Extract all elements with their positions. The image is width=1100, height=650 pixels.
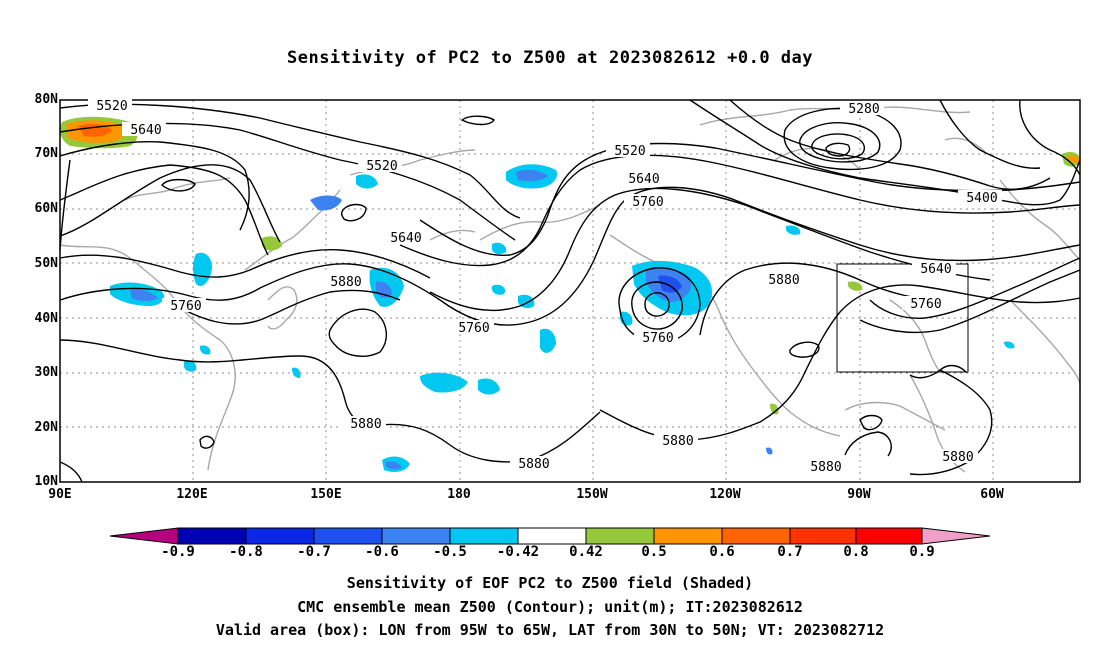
colorbar-segment (721, 527, 791, 545)
caption-contour: CMC ensemble mean Z500 (Contour); unit(m… (297, 598, 803, 616)
coastlines (59, 106, 1081, 473)
lat-label-40n: 40N (34, 311, 58, 326)
lat-label-20n: 20N (34, 420, 58, 435)
contour-label: 5640 (920, 262, 951, 277)
colorbar-segment (921, 527, 991, 545)
contour-label: 5760 (642, 331, 673, 346)
colorbar-segment (855, 527, 923, 545)
colorbar-label: -0.6 (365, 544, 399, 560)
contour-label: 5520 (614, 144, 645, 159)
lon-label-150e: 150E (310, 487, 342, 502)
lon-label-120w: 120W (709, 487, 741, 502)
contour-label: 5880 (768, 273, 799, 288)
colorbar-label: -0.7 (297, 544, 331, 560)
contour-label: 5880 (330, 275, 361, 290)
lat-label-60n: 60N (34, 201, 58, 216)
contour-label: 5640 (628, 172, 659, 187)
lon-label-180: 180 (447, 487, 471, 502)
contour-label: 5880 (942, 450, 973, 465)
colorbar-label: 0.7 (777, 544, 803, 560)
contour-label: 5280 (848, 102, 879, 117)
colorbar-segment (245, 527, 315, 545)
contour-label: 5400 (966, 191, 997, 206)
colorbar-segment (449, 527, 519, 545)
colorbar-segment (109, 527, 179, 545)
caption-valid-area: Valid area (box): LON from 95W to 65W, L… (215, 621, 885, 639)
lat-label-10n: 10N (34, 474, 58, 489)
lat-label-80n: 80N (34, 92, 58, 107)
colorbar-label: -0.8 (229, 544, 263, 560)
lat-label-70n: 70N (34, 146, 58, 161)
contour-label: 5880 (350, 417, 381, 432)
contour-labels: 5520 5640 5520 5640 5760 5880 5760 5520 … (96, 99, 998, 475)
contour-label: 5880 (518, 457, 549, 472)
lon-label-90w: 90W (847, 487, 871, 502)
caption-shading: Sensitivity of EOF PC2 to Z500 field (Sh… (346, 574, 754, 592)
colorbar (109, 527, 991, 545)
contour-label: 5760 (632, 195, 663, 210)
lat-label-50n: 50N (34, 256, 58, 271)
contour-label: 5880 (662, 434, 693, 449)
colorbar-label: -0.5 (433, 544, 467, 560)
figure-title: Sensitivity of PC2 to Z500 at 2023082612… (286, 48, 813, 68)
sensitivity-shading (60, 116, 1080, 472)
lon-label-120e: 120E (176, 487, 208, 502)
lon-label-60w: 60W (980, 487, 1004, 502)
colorbar-label: 0.6 (709, 544, 735, 560)
contour-label: 5520 (366, 159, 397, 174)
contour-label: 5640 (390, 231, 421, 246)
colorbar-segment (517, 527, 587, 545)
lat-label-30n: 30N (34, 365, 58, 380)
z500-contours (59, 99, 1081, 483)
colorbar-label: 0.5 (641, 544, 667, 560)
colorbar-segment (585, 527, 655, 545)
colorbar-segment (653, 527, 723, 545)
contour-label: 5880 (810, 460, 841, 475)
colorbar-label: 0.8 (843, 544, 869, 560)
contour-label: 5760 (910, 297, 941, 312)
map-frame (59, 99, 1081, 483)
lon-label-90e: 90E (48, 487, 72, 502)
lon-label-150w: 150W (576, 487, 608, 502)
grid-lines (60, 100, 1080, 482)
colorbar-segment (789, 527, 857, 545)
colorbar-label: -0.9 (161, 544, 195, 560)
valid-area-box (836, 263, 969, 373)
contour-label: 5760 (458, 321, 489, 336)
colorbar-label: 0.9 (909, 544, 935, 560)
contour-label: 5640 (130, 123, 161, 138)
colorbar-label: -0.42 (496, 544, 540, 560)
colorbar-label: 0.42 (569, 544, 603, 560)
colorbar-segment (313, 527, 383, 545)
contour-label: 5760 (170, 299, 201, 314)
colorbar-segment (177, 527, 247, 545)
contour-label: 5520 (96, 99, 127, 114)
colorbar-segment (381, 527, 451, 545)
